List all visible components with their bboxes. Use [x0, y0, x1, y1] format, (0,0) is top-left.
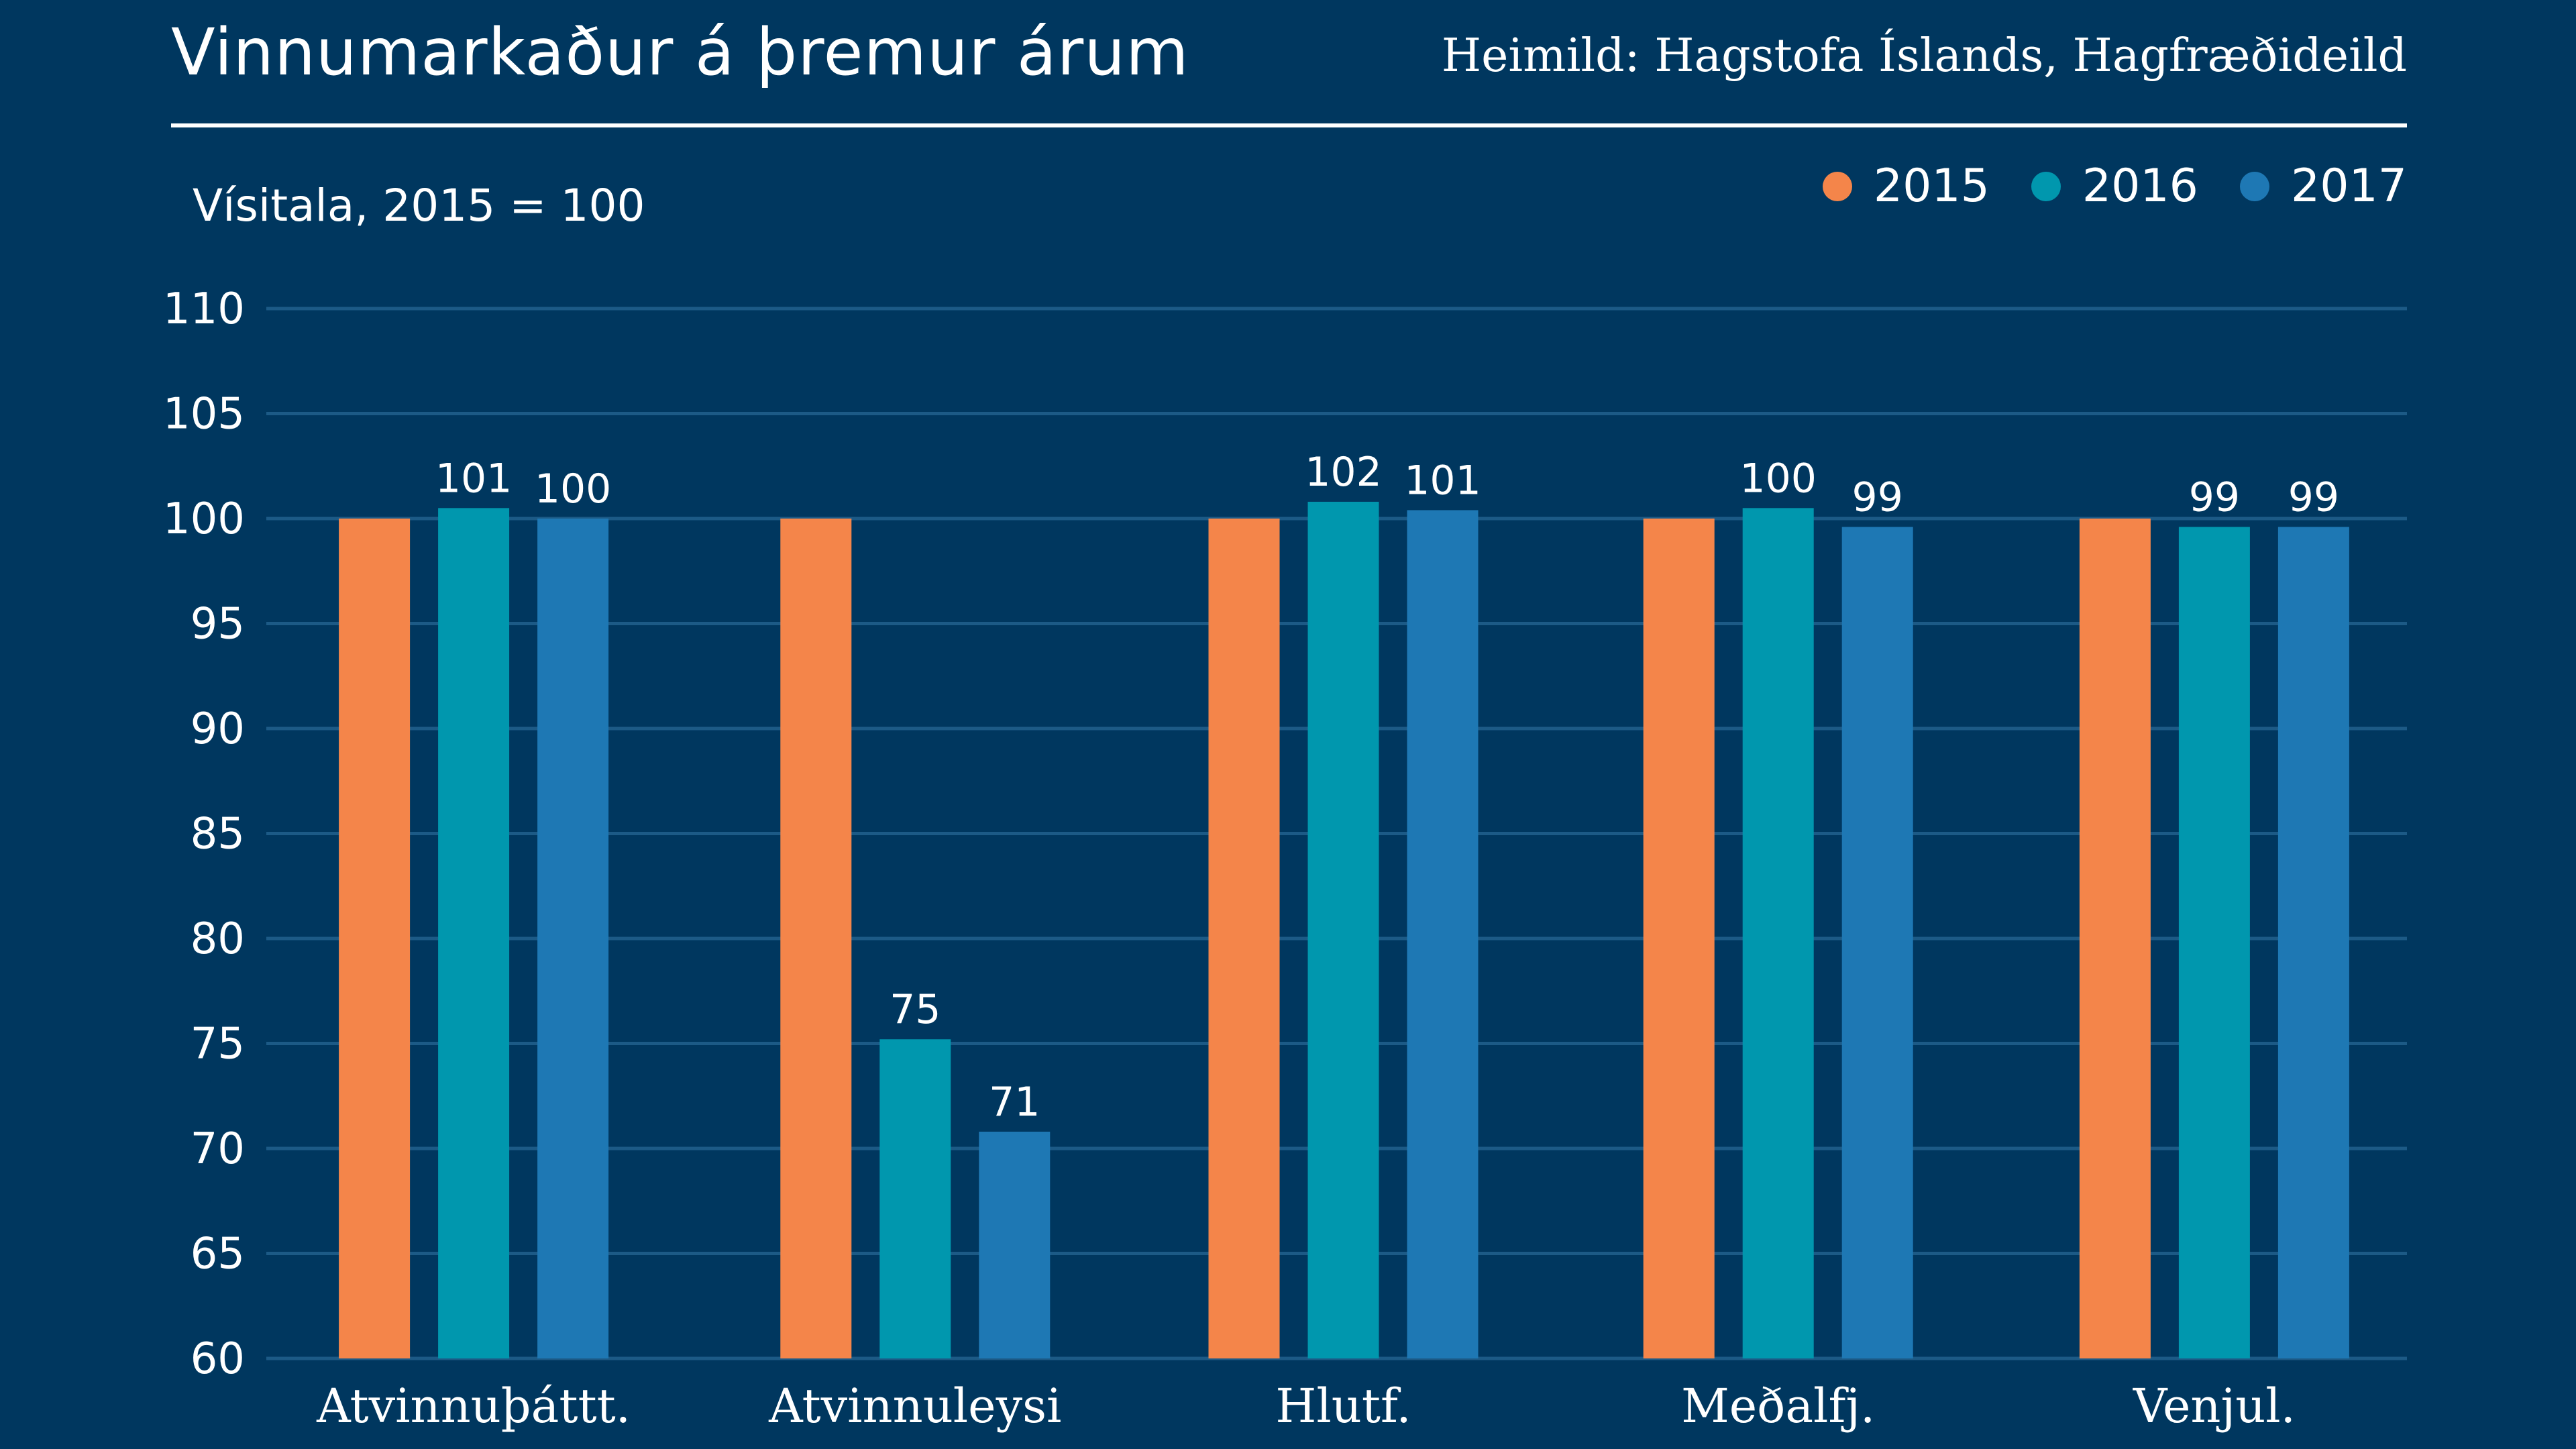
x-tick-label-4: Venjul. — [2133, 1379, 2296, 1434]
y-axis-label: Vísitala, 2015 = 100 — [193, 180, 645, 231]
data-label-2017-0: 100 — [535, 466, 612, 513]
bar-2017-3 — [1841, 527, 1913, 1358]
y-tick-label-65: 65 — [191, 1230, 245, 1279]
bar-2015-1 — [780, 519, 852, 1358]
bar-2015-3 — [1643, 519, 1715, 1358]
header-divider — [171, 123, 2407, 127]
data-label-2016-4: 99 — [2189, 474, 2240, 521]
legend-swatch-2017 — [2239, 171, 2269, 201]
x-tick-label-1: Atvinnuleysi — [768, 1379, 1061, 1434]
data-label-2017-2: 101 — [1404, 457, 1481, 504]
bar-2015-0 — [339, 519, 411, 1358]
data-label-2016-2: 102 — [1305, 449, 1382, 496]
legend-label-2015: 2015 — [1873, 160, 1990, 213]
data-label-2017-4: 99 — [2288, 474, 2339, 521]
bar-2017-2 — [1407, 510, 1479, 1358]
y-tick-label-60: 60 — [191, 1334, 245, 1384]
legend-item-2016: 2016 — [2031, 160, 2198, 213]
bar-2016-1 — [879, 1039, 951, 1358]
data-label-2016-1: 75 — [890, 986, 941, 1033]
y-tick-label-80: 80 — [191, 914, 245, 964]
legend-label-2016: 2016 — [2082, 160, 2198, 213]
y-tick-label-70: 70 — [191, 1124, 245, 1174]
bar-2016-2 — [1307, 501, 1379, 1359]
legend: 2015 2016 2017 — [1822, 160, 2407, 213]
chart-title: Vinnumarkaður á þremur árum — [171, 15, 1189, 90]
y-tick-label-90: 90 — [191, 704, 245, 754]
data-label-2016-3: 100 — [1739, 455, 1817, 502]
legend-swatch-2015 — [1822, 171, 1852, 201]
data-label-2016-0: 101 — [435, 455, 513, 502]
legend-swatch-2016 — [2031, 171, 2061, 201]
y-tick-label-100: 100 — [163, 494, 245, 544]
bar-2016-4 — [2178, 527, 2250, 1358]
y-tick-label-85: 85 — [191, 810, 245, 859]
y-tick-label-110: 110 — [163, 284, 245, 334]
source-note: Heimild: Hagstofa Íslands, Hagfræðideild — [1441, 30, 2407, 83]
data-label-2017-3: 99 — [1852, 474, 1903, 521]
x-tick-label-3: Meðalfj. — [1681, 1379, 1875, 1434]
bar-2017-4 — [2277, 527, 2349, 1358]
x-tick-label-0: Atvinnuþáttt. — [316, 1379, 631, 1434]
bar-2016-3 — [1742, 508, 1814, 1358]
bar-2017-1 — [979, 1131, 1051, 1358]
x-tick-label-2: Hlutf. — [1275, 1379, 1411, 1434]
bar-2016-0 — [438, 508, 510, 1358]
legend-item-2015: 2015 — [1822, 160, 1990, 213]
y-tick-label-105: 105 — [163, 390, 245, 439]
legend-label-2017: 2017 — [2290, 160, 2407, 213]
y-tick-label-95: 95 — [191, 600, 245, 649]
bar-2015-2 — [1208, 519, 1280, 1358]
bar-2015-4 — [2079, 519, 2151, 1358]
legend-item-2017: 2017 — [2239, 160, 2407, 213]
y-tick-label-75: 75 — [191, 1020, 245, 1069]
data-label-2017-1: 71 — [989, 1079, 1040, 1126]
bar-2017-0 — [537, 519, 609, 1358]
